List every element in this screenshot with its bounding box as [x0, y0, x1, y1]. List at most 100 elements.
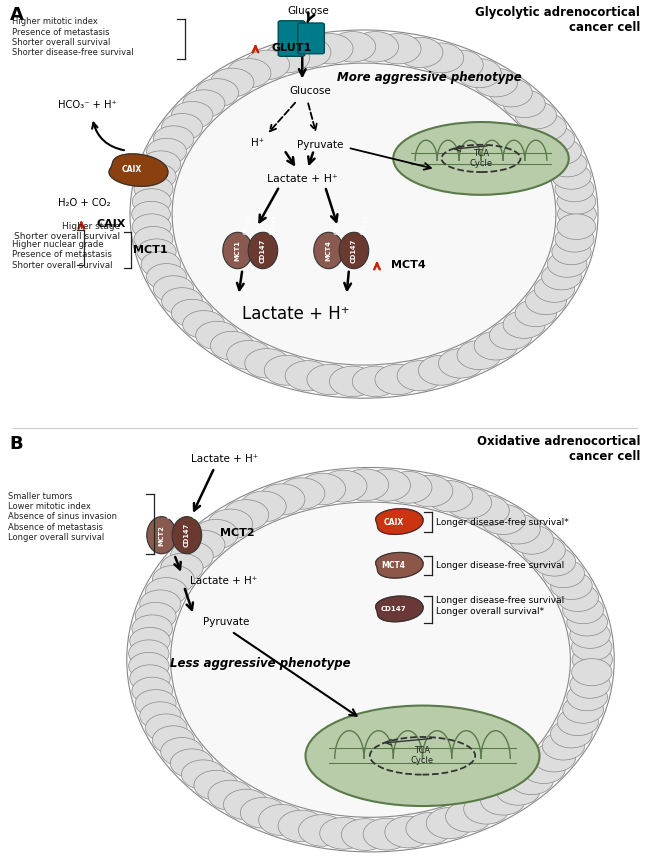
Text: MCT1: MCT1 [133, 245, 168, 255]
Circle shape [211, 331, 254, 360]
Circle shape [129, 652, 169, 680]
Ellipse shape [223, 233, 252, 269]
Text: Lactate + H⁺: Lactate + H⁺ [242, 304, 350, 323]
Circle shape [278, 477, 325, 509]
Polygon shape [376, 509, 423, 535]
Circle shape [515, 101, 556, 129]
Circle shape [552, 163, 591, 189]
Text: A: A [10, 6, 23, 24]
Circle shape [172, 299, 213, 327]
Circle shape [211, 68, 254, 97]
Circle shape [140, 590, 181, 618]
Circle shape [307, 364, 353, 394]
Circle shape [463, 793, 509, 824]
Circle shape [572, 646, 612, 673]
Circle shape [153, 566, 194, 593]
Circle shape [224, 500, 268, 530]
Circle shape [330, 31, 376, 62]
Text: CD147: CD147 [260, 239, 266, 263]
Text: CD147: CD147 [243, 215, 253, 235]
Circle shape [438, 50, 483, 80]
Circle shape [496, 775, 540, 805]
Circle shape [153, 726, 194, 754]
Text: TCA
Cycle: TCA Cycle [469, 149, 493, 168]
Circle shape [227, 59, 271, 87]
Circle shape [543, 560, 584, 587]
Text: GLUT1: GLUT1 [271, 43, 311, 53]
Text: Pyruvate: Pyruvate [203, 617, 250, 627]
Circle shape [426, 808, 473, 839]
Ellipse shape [393, 122, 569, 195]
Circle shape [170, 749, 213, 778]
Circle shape [196, 79, 239, 107]
Circle shape [265, 43, 309, 73]
Circle shape [320, 817, 367, 849]
Circle shape [571, 634, 612, 661]
Circle shape [146, 578, 187, 606]
Ellipse shape [130, 30, 598, 398]
Circle shape [496, 514, 540, 544]
Circle shape [571, 658, 612, 686]
Circle shape [515, 299, 556, 327]
Circle shape [161, 554, 203, 582]
Ellipse shape [339, 233, 369, 269]
Text: Lactate + H⁺: Lactate + H⁺ [190, 454, 258, 464]
Circle shape [489, 79, 532, 107]
Circle shape [551, 720, 592, 748]
Circle shape [196, 321, 239, 349]
Circle shape [541, 264, 582, 290]
Circle shape [557, 189, 596, 215]
Circle shape [134, 176, 173, 202]
Circle shape [298, 815, 346, 846]
Text: CD147: CD147 [192, 499, 202, 520]
Ellipse shape [172, 516, 202, 554]
Polygon shape [376, 553, 423, 578]
Circle shape [240, 491, 286, 522]
Circle shape [330, 366, 376, 397]
Circle shape [181, 759, 225, 789]
Text: MCT2: MCT2 [159, 525, 164, 546]
Circle shape [259, 804, 305, 836]
Circle shape [132, 615, 172, 642]
Text: CD147: CD147 [167, 499, 177, 520]
Text: H₂O + CO₂: H₂O + CO₂ [58, 198, 110, 208]
Circle shape [534, 276, 575, 303]
FancyBboxPatch shape [298, 23, 324, 54]
Circle shape [397, 37, 443, 67]
Circle shape [162, 288, 203, 315]
Circle shape [278, 811, 325, 842]
Circle shape [208, 780, 253, 811]
Polygon shape [109, 154, 168, 186]
Circle shape [474, 68, 517, 97]
Circle shape [570, 671, 610, 698]
Circle shape [557, 214, 596, 240]
Circle shape [522, 536, 566, 565]
Circle shape [525, 113, 566, 140]
Circle shape [446, 487, 491, 518]
Circle shape [141, 252, 181, 278]
Circle shape [172, 101, 213, 129]
Circle shape [489, 321, 532, 349]
Circle shape [194, 771, 238, 800]
Circle shape [137, 239, 176, 265]
Text: CD147: CD147 [351, 239, 357, 263]
Text: H⁺: H⁺ [252, 138, 265, 148]
Text: Higher nuclear grade
Presence of metastasis
Shorter overall survival: Higher nuclear grade Presence of metasta… [12, 240, 112, 270]
Text: CAIX: CAIX [383, 517, 404, 527]
Circle shape [153, 125, 194, 152]
Text: TCA
Cycle: TCA Cycle [411, 746, 434, 766]
Circle shape [134, 227, 173, 252]
FancyBboxPatch shape [278, 21, 305, 56]
Circle shape [146, 264, 187, 290]
Circle shape [341, 818, 389, 850]
Circle shape [135, 689, 176, 717]
Polygon shape [376, 596, 423, 622]
Text: CAIX: CAIX [96, 219, 125, 229]
Circle shape [555, 227, 594, 252]
Circle shape [547, 252, 587, 278]
Circle shape [183, 90, 225, 118]
Circle shape [240, 798, 286, 828]
Text: CAIX: CAIX [121, 164, 142, 174]
Circle shape [533, 548, 576, 576]
Circle shape [132, 214, 171, 240]
